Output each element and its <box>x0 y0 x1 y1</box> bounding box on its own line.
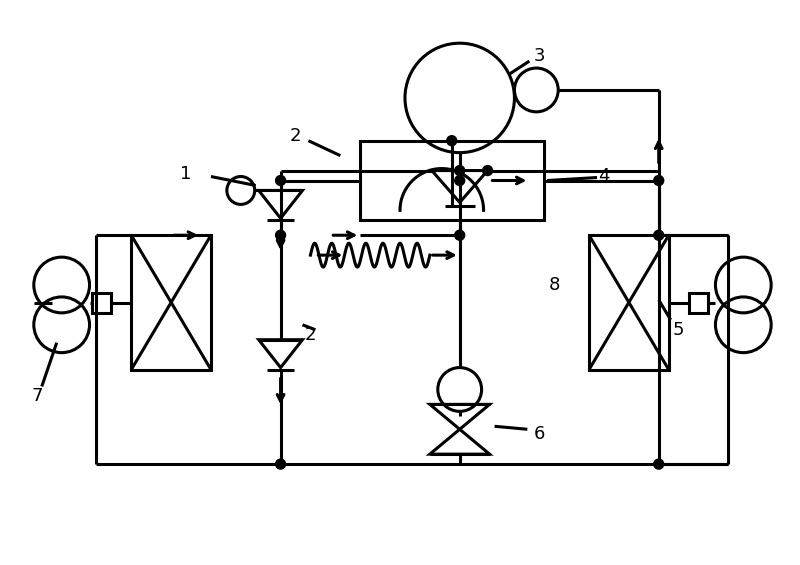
Text: 6: 6 <box>534 425 545 444</box>
Circle shape <box>454 176 465 185</box>
Circle shape <box>654 231 664 240</box>
Text: 5: 5 <box>673 321 684 339</box>
Bar <box>360 141 544 220</box>
Circle shape <box>654 459 664 469</box>
Circle shape <box>276 459 286 469</box>
Circle shape <box>482 166 493 176</box>
Circle shape <box>454 231 465 240</box>
Text: 7: 7 <box>31 388 42 406</box>
Circle shape <box>454 166 465 176</box>
Text: 8: 8 <box>549 276 560 294</box>
Text: 2: 2 <box>305 326 316 344</box>
Bar <box>689 293 709 313</box>
Bar <box>589 235 669 370</box>
Circle shape <box>276 231 286 240</box>
Circle shape <box>276 176 286 185</box>
Text: 3: 3 <box>534 47 545 65</box>
Text: 2: 2 <box>290 127 302 145</box>
Circle shape <box>446 136 457 146</box>
Text: 1: 1 <box>180 164 192 182</box>
Bar <box>91 293 111 313</box>
Bar <box>131 235 211 370</box>
Circle shape <box>654 176 664 185</box>
Text: 4: 4 <box>598 167 610 185</box>
